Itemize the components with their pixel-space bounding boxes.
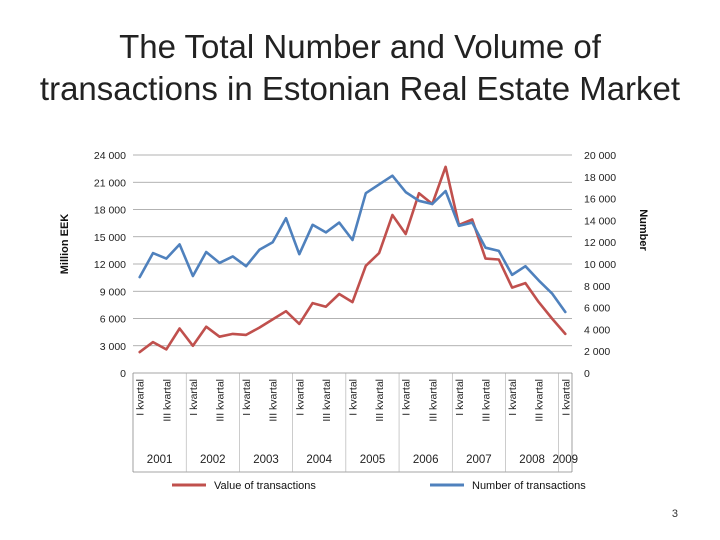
legend: Value of transactions Number of transacti… bbox=[172, 480, 586, 492]
y-left-tick-label: 6 000 bbox=[100, 314, 126, 326]
page-number: 3 bbox=[671, 508, 678, 520]
series bbox=[138, 165, 567, 354]
y-left-axis-title: Million EEK bbox=[59, 214, 71, 275]
x-tick-label: I kvartal bbox=[454, 379, 466, 416]
y-left-tick-label: 12 000 bbox=[94, 259, 126, 271]
y-right-tick-label: 20 000 bbox=[584, 150, 616, 162]
x-tick-label: III kvartal bbox=[161, 379, 173, 422]
gridlines bbox=[133, 154, 572, 347]
y-left-tick-label: 18 000 bbox=[94, 205, 126, 217]
x-tick-label: III kvartal bbox=[427, 379, 439, 422]
y-right-tick-label: 14 000 bbox=[584, 215, 616, 227]
y-left-tick-label: 9 000 bbox=[100, 286, 126, 298]
y-right-tick-label: 18 000 bbox=[584, 172, 616, 184]
y-left-tick-label: 21 000 bbox=[94, 177, 126, 189]
y-right-tick-label: 12 000 bbox=[584, 237, 616, 249]
y-left-tick-label: 15 000 bbox=[94, 232, 126, 244]
slide-title-line-2: transactions in Estonian Real Estate Mar… bbox=[39, 70, 681, 107]
x-year-label: 2004 bbox=[306, 454, 332, 466]
y-right-tick-label: 16 000 bbox=[584, 194, 616, 206]
y-right-tick-label: 4 000 bbox=[584, 324, 610, 336]
y-right-tick-label: 0 bbox=[584, 368, 590, 380]
x-tick-label: I kvartal bbox=[294, 379, 306, 416]
x-tick-label: III kvartal bbox=[321, 379, 333, 422]
slide-title-line-1: The Total Number and Volume of bbox=[119, 28, 601, 65]
slide-title: The Total Number and Volume of transacti… bbox=[0, 26, 720, 110]
y-right-tick-label: 2 000 bbox=[584, 346, 610, 358]
x-year-label: 2008 bbox=[519, 454, 545, 466]
x-tick-label: I kvartal bbox=[241, 379, 253, 416]
x-year-label: 2001 bbox=[147, 454, 173, 466]
x-tick-label: III kvartal bbox=[268, 379, 280, 422]
y-left-tick-label: 24 000 bbox=[94, 150, 126, 162]
x-tick-label: III kvartal bbox=[374, 379, 386, 422]
x-tick-label: III kvartal bbox=[534, 379, 546, 422]
y-right-axis-title: Number bbox=[637, 209, 649, 251]
x-year-label: 2006 bbox=[413, 454, 439, 466]
y-right-tick-label: 8 000 bbox=[584, 281, 610, 293]
x-tick-label: III kvartal bbox=[481, 379, 493, 422]
legend-label: Number of transactions bbox=[472, 480, 586, 492]
x-tick-label: I kvartal bbox=[135, 379, 147, 416]
x-year-label: 2009 bbox=[553, 454, 579, 466]
number-of-transactions-line bbox=[138, 174, 567, 314]
y-left-tick-label: 0 bbox=[120, 368, 126, 380]
x-year-label: 2003 bbox=[253, 454, 279, 466]
y-left-tick-label: 3 000 bbox=[100, 341, 126, 353]
x-tick-label: I kvartal bbox=[401, 379, 413, 416]
value-of-transactions-line bbox=[138, 165, 567, 354]
axes: 0 3 000 6 000 9 000 12 000 15 000 18 000 21 000… bbox=[59, 150, 649, 473]
legend-label: Value of transactions bbox=[214, 480, 316, 492]
y-right-tick-label: 6 000 bbox=[584, 303, 610, 315]
x-tick-label: III kvartal bbox=[215, 379, 227, 422]
x-year-label: 2002 bbox=[200, 454, 226, 466]
y-right-tick-label: 10 000 bbox=[584, 259, 616, 271]
x-year-label: 2005 bbox=[360, 454, 386, 466]
x-tick-label: I kvartal bbox=[560, 379, 572, 416]
x-year-label: 2007 bbox=[466, 454, 492, 466]
x-tick-label: I kvartal bbox=[507, 379, 519, 416]
x-tick-label: I kvartal bbox=[188, 379, 200, 416]
x-tick-label: I kvartal bbox=[348, 379, 360, 416]
